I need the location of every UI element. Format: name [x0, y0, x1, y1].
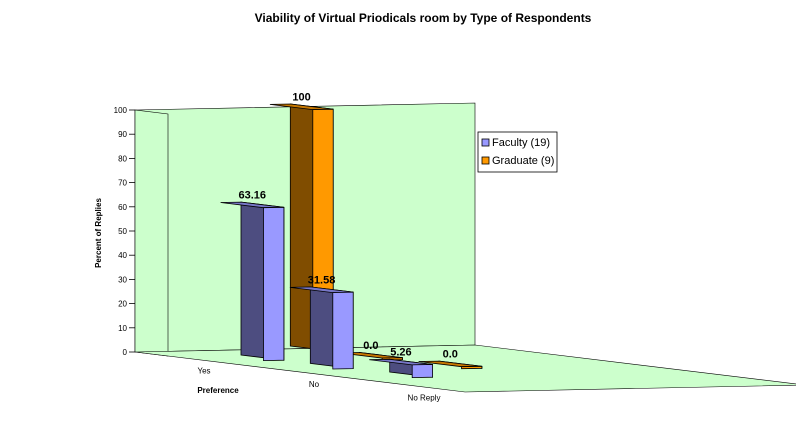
y-tick-label: 30 [118, 275, 127, 284]
data-label: 100 [292, 91, 310, 103]
bar [461, 365, 483, 370]
legend-label: Faculty (19) [492, 137, 550, 149]
data-label: 5.26 [390, 347, 411, 359]
y-tick-label: 10 [118, 324, 127, 333]
bar [263, 206, 285, 362]
data-label: 0.0 [443, 349, 458, 361]
bar [411, 364, 434, 379]
legend-swatch [481, 138, 490, 147]
side-wall [134, 109, 169, 357]
y-tick-label: 40 [118, 251, 127, 260]
x-tick-label: No Reply [408, 393, 441, 402]
x-axis-title: Preference [197, 386, 239, 395]
y-tick-label: 100 [114, 106, 128, 115]
y-tick-label: 80 [118, 154, 127, 163]
data-label: 0.0 [363, 340, 378, 352]
data-label: 63.16 [238, 190, 266, 202]
y-tick-label: 70 [118, 179, 127, 188]
legend-box [477, 131, 558, 173]
legend-swatch [481, 156, 490, 165]
x-tick-label: Yes [197, 367, 210, 376]
y-tick-label: 60 [118, 203, 127, 212]
chart-title: Viability of Virtual Priodicals room by … [255, 11, 592, 25]
y-tick-label: 50 [118, 227, 127, 236]
y-tick-label: 90 [118, 130, 127, 139]
y-tick-label: 0 [123, 348, 128, 357]
data-label: 31.58 [308, 274, 336, 286]
bar [332, 291, 354, 370]
x-tick-label: No [309, 380, 320, 389]
y-tick-label: 20 [118, 300, 127, 309]
plot-area: 0 10 20 30 40 50 60 70 80 90 100 Yes No No Reply 100 63… [114, 91, 796, 402]
legend-label: Graduate (9) [492, 155, 554, 167]
y-axis-title: Percent of Replies [94, 198, 103, 268]
legend: Faculty (19) Graduate (9) [477, 131, 558, 173]
